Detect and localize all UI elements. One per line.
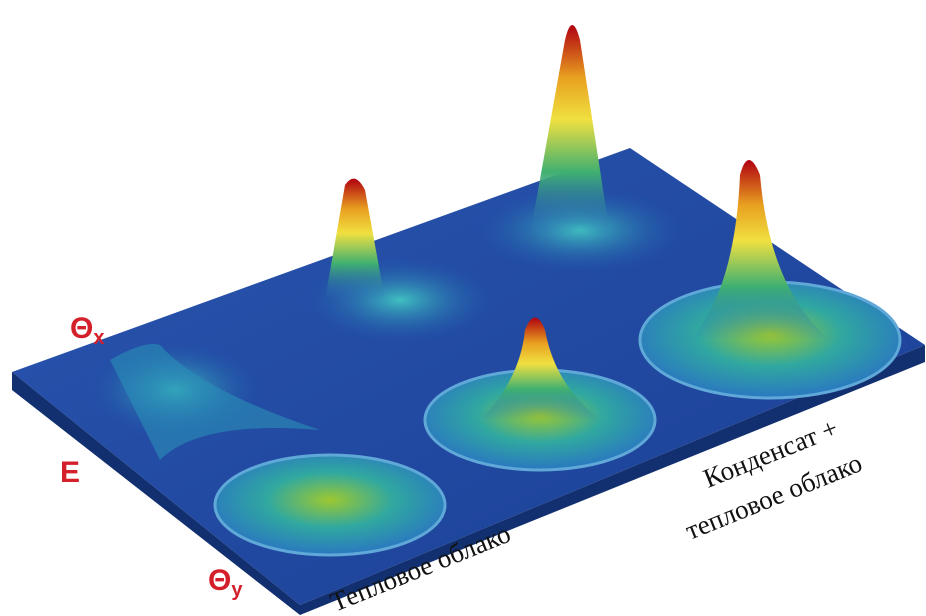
- peak: [530, 25, 610, 235]
- axis-label: E: [60, 456, 80, 489]
- peak: [325, 179, 385, 300]
- axis-label: Θx: [70, 312, 104, 349]
- scene: Θx E Θy Тепловое облако Конденсат + тепл…: [0, 0, 926, 616]
- axis-label: Θy: [208, 564, 243, 601]
- disk: [215, 455, 445, 555]
